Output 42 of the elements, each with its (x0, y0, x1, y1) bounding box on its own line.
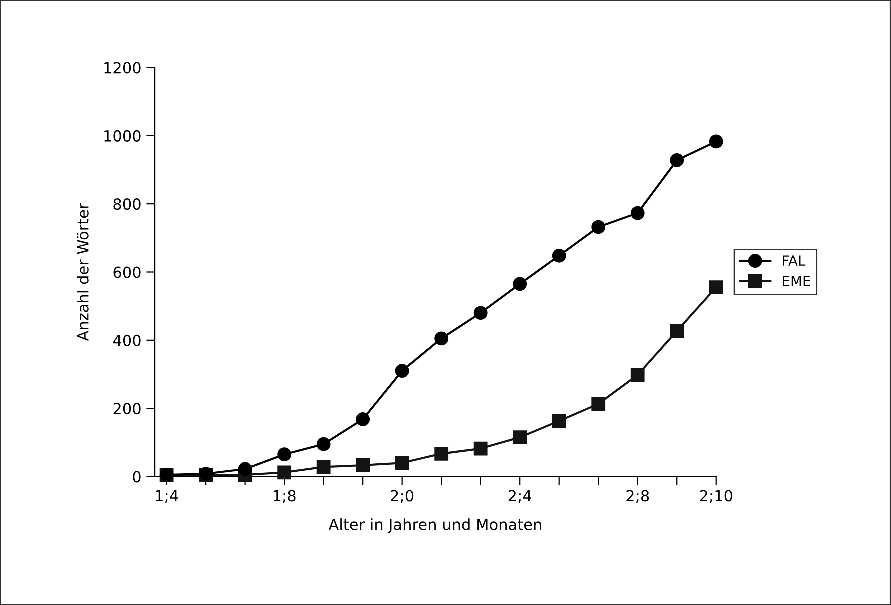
y-tick-label: 200 (114, 403, 141, 415)
point (395, 456, 410, 470)
y-tick-label: 800 (114, 198, 141, 210)
legend-label: EME (783, 276, 810, 286)
point (316, 437, 331, 452)
point (238, 462, 252, 476)
point (709, 134, 724, 149)
point (434, 332, 449, 346)
point (552, 248, 566, 263)
point (513, 277, 528, 292)
point (592, 220, 606, 234)
point (670, 324, 684, 338)
point (316, 460, 331, 474)
x-tick-label: 2;10 (700, 490, 733, 504)
point (474, 306, 488, 320)
point (513, 430, 528, 444)
y-axis-title: Anzahl der Wörter (77, 203, 89, 342)
point (434, 446, 449, 461)
point (630, 206, 645, 220)
point (474, 442, 488, 456)
point (395, 364, 410, 378)
y-tick-label: 600 (114, 266, 141, 278)
point (356, 412, 370, 426)
point (592, 397, 606, 412)
point (356, 458, 370, 472)
x-axis-title: Alter in Jahren und Monaten (328, 518, 542, 534)
x-tick-label: 1;4 (156, 490, 178, 504)
x-tick-label: 2;8 (626, 490, 650, 504)
y-tick-label: 1200 (104, 62, 141, 74)
legend-label: FAL (783, 256, 806, 266)
point (670, 154, 684, 168)
point (630, 368, 645, 382)
x-tick-label: 2;0 (391, 490, 414, 504)
point (278, 448, 292, 462)
point (278, 466, 292, 480)
x-tick-label: 1;8 (274, 490, 296, 504)
x-tick-label: 2;4 (508, 490, 532, 504)
y-tick-label: 0 (133, 471, 141, 483)
point (552, 414, 566, 428)
y-tick-label: 1000 (104, 130, 141, 142)
point (709, 280, 724, 295)
y-tick-label: 400 (113, 334, 141, 346)
